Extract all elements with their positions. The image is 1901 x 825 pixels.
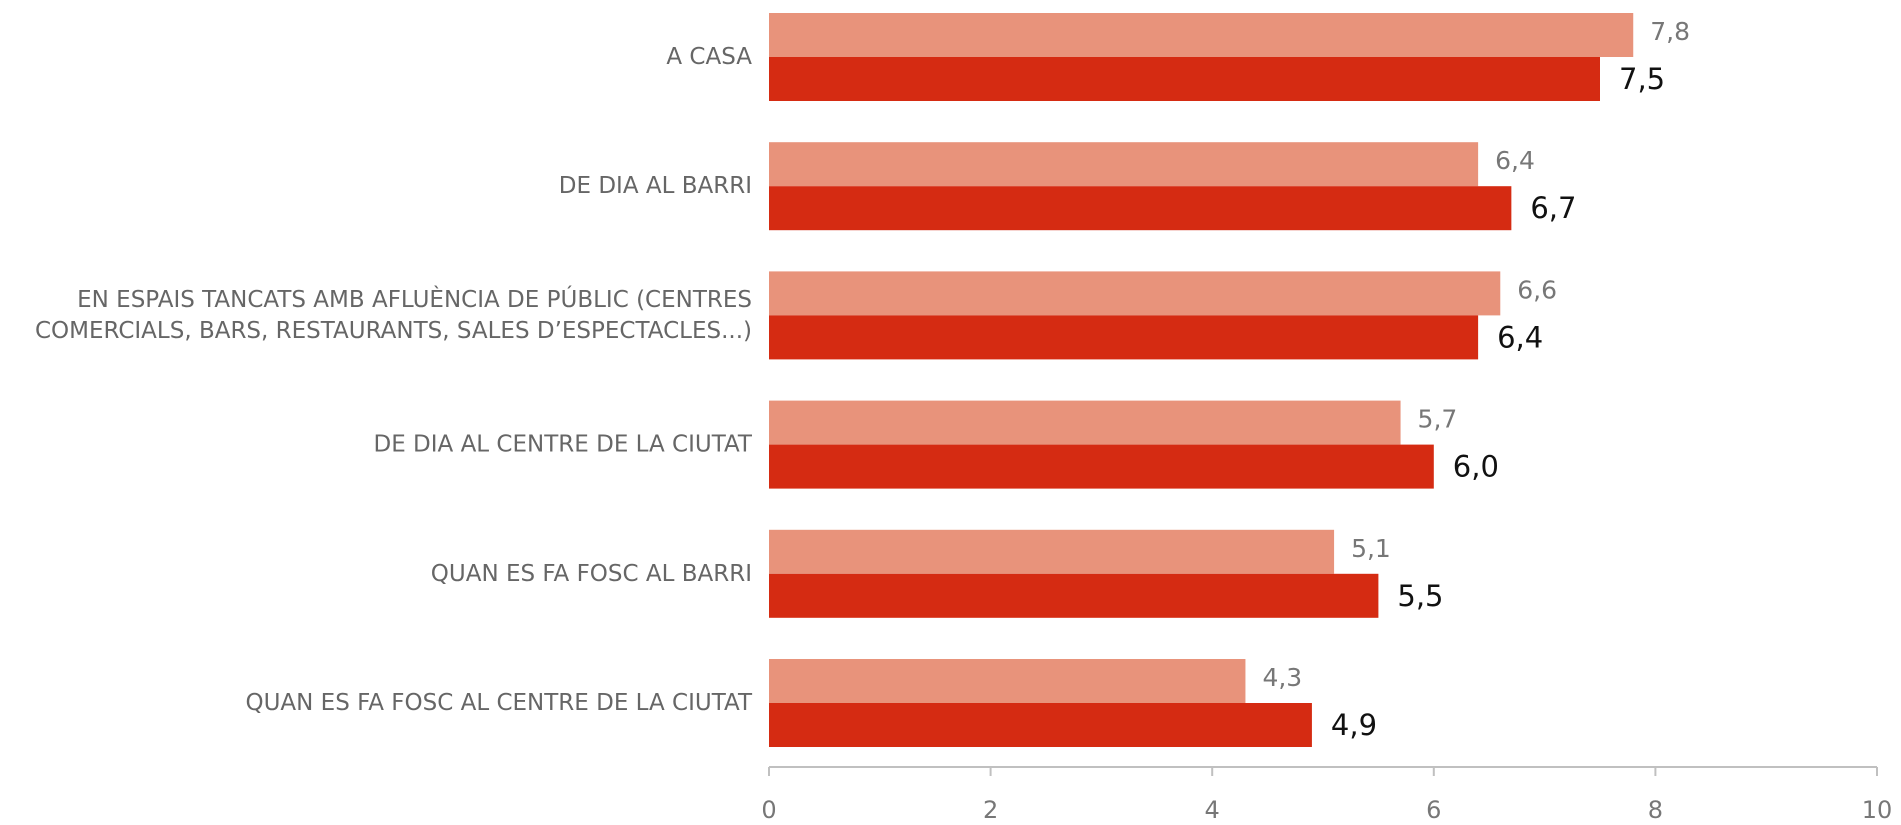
bar	[769, 444, 1434, 489]
bar	[769, 573, 1379, 618]
bar	[769, 315, 1479, 360]
value-label: 7,8	[1650, 17, 1690, 46]
value-label: 6,4	[1497, 320, 1543, 354]
value-label: 4,9	[1331, 708, 1377, 742]
category-label: DE DIA AL BARRI	[559, 173, 752, 199]
category-label: A CASA	[666, 44, 752, 70]
bar	[769, 13, 1634, 57]
value-label: 4,3	[1262, 663, 1302, 692]
bar	[769, 271, 1501, 316]
x-tick-label: 4	[1205, 796, 1220, 824]
value-label: 5,1	[1351, 534, 1391, 563]
category-label: DE DIA AL CENTRE DE LA CIUTAT	[373, 431, 752, 457]
bar	[769, 703, 1312, 747]
value-label: 6,6	[1517, 275, 1557, 304]
bar	[769, 142, 1479, 187]
category-label: EN ESPAIS TANCATS AMB AFLUÈNCIA DE PÚBLI…	[35, 284, 752, 343]
category-label: QUAN ES FA FOSC AL CENTRE DE LA CIUTAT	[245, 690, 752, 716]
x-tick-label: 0	[761, 796, 776, 824]
value-label: 6,4	[1495, 146, 1535, 175]
value-label: 7,5	[1619, 62, 1665, 96]
bar	[769, 529, 1335, 574]
x-tick-label: 6	[1426, 796, 1441, 824]
x-tick-label: 2	[983, 796, 998, 824]
value-label: 6,7	[1530, 191, 1576, 225]
value-label: 5,7	[1418, 405, 1458, 434]
x-tick-label: 8	[1648, 796, 1663, 824]
bar	[769, 400, 1401, 445]
value-label: 5,5	[1397, 579, 1443, 613]
x-tick-label: 10	[1862, 796, 1893, 824]
category-label: QUAN ES FA FOSC AL BARRI	[431, 560, 752, 586]
bar	[769, 186, 1512, 231]
bar	[769, 659, 1246, 703]
bar	[769, 57, 1600, 101]
value-label: 6,0	[1453, 450, 1499, 484]
